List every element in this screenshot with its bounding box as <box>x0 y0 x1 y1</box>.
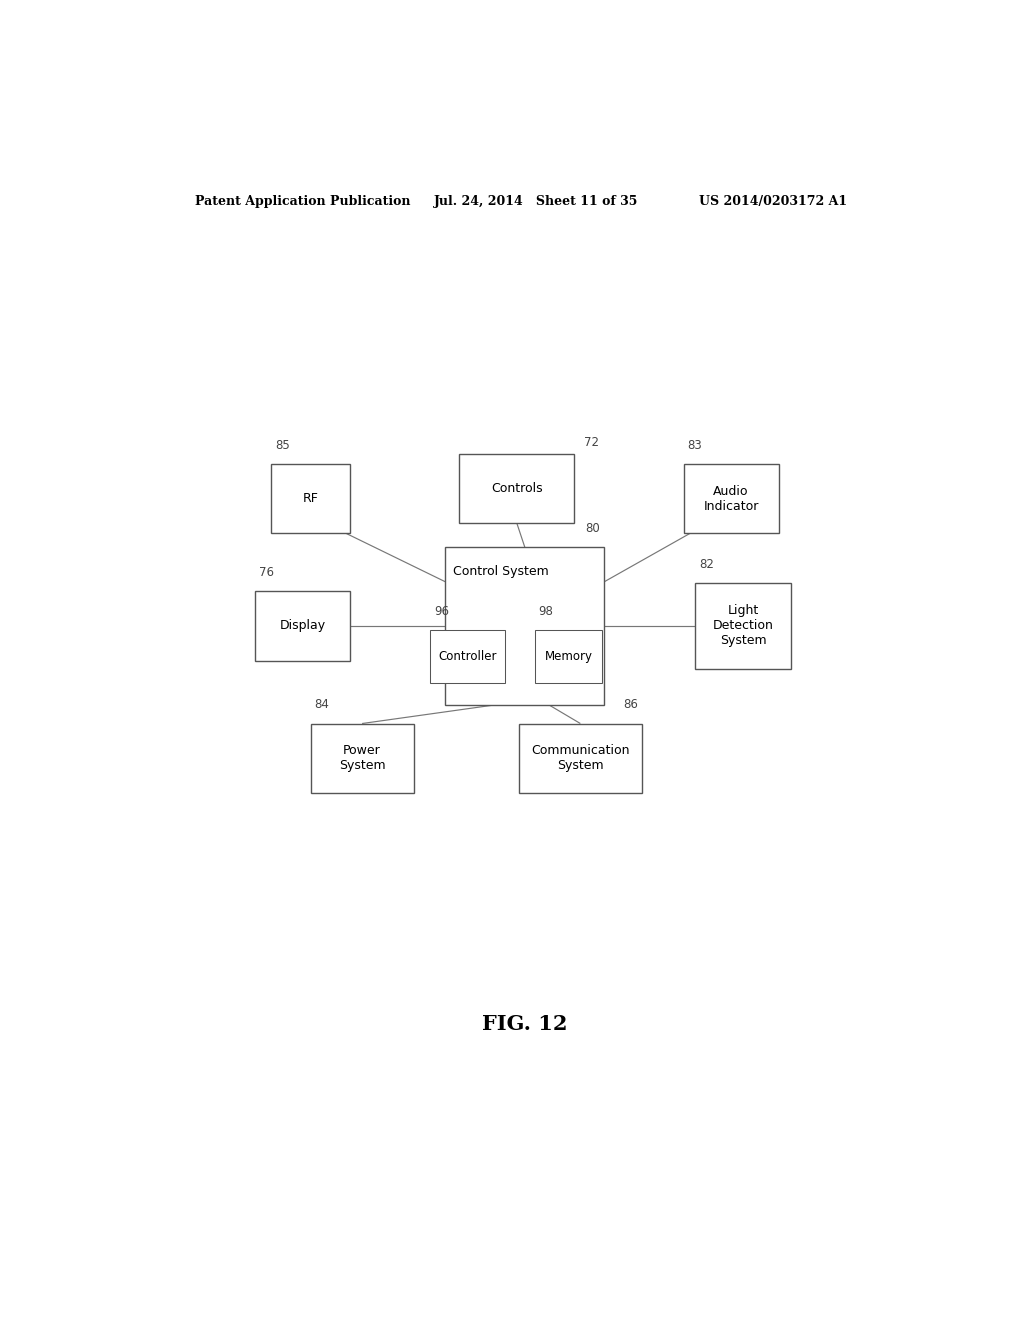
Text: Jul. 24, 2014   Sheet 11 of 35: Jul. 24, 2014 Sheet 11 of 35 <box>433 194 638 207</box>
Text: Control System: Control System <box>454 565 549 578</box>
Text: Controls: Controls <box>492 482 543 495</box>
Text: 96: 96 <box>434 605 449 618</box>
Text: 80: 80 <box>586 521 600 535</box>
Text: 98: 98 <box>539 605 554 618</box>
Text: Patent Application Publication: Patent Application Publication <box>196 194 411 207</box>
Bar <box>430 630 506 682</box>
Text: Display: Display <box>280 619 326 632</box>
Text: 84: 84 <box>314 698 330 711</box>
Text: US 2014/0203172 A1: US 2014/0203172 A1 <box>699 194 848 207</box>
Text: Power
System: Power System <box>339 744 385 772</box>
Bar <box>695 582 791 669</box>
Text: RF: RF <box>302 492 318 506</box>
Bar <box>519 723 642 792</box>
Text: 76: 76 <box>259 566 274 579</box>
Bar <box>460 454 574 523</box>
Text: Light
Detection
System: Light Detection System <box>713 605 773 647</box>
Text: Communication
System: Communication System <box>531 744 630 772</box>
Text: 86: 86 <box>623 698 638 711</box>
Text: Memory: Memory <box>545 649 593 663</box>
Bar <box>535 630 602 682</box>
Bar <box>270 465 350 533</box>
Text: Controller: Controller <box>438 649 497 663</box>
Text: 85: 85 <box>274 440 290 453</box>
Text: FIG. 12: FIG. 12 <box>482 1014 567 1035</box>
Text: 82: 82 <box>699 557 715 570</box>
Bar <box>310 723 414 792</box>
Bar <box>684 465 778 533</box>
Bar <box>255 591 350 660</box>
Bar <box>445 548 604 705</box>
Text: 83: 83 <box>687 440 702 453</box>
Text: Audio
Indicator: Audio Indicator <box>703 484 759 513</box>
Text: 72: 72 <box>584 436 599 449</box>
